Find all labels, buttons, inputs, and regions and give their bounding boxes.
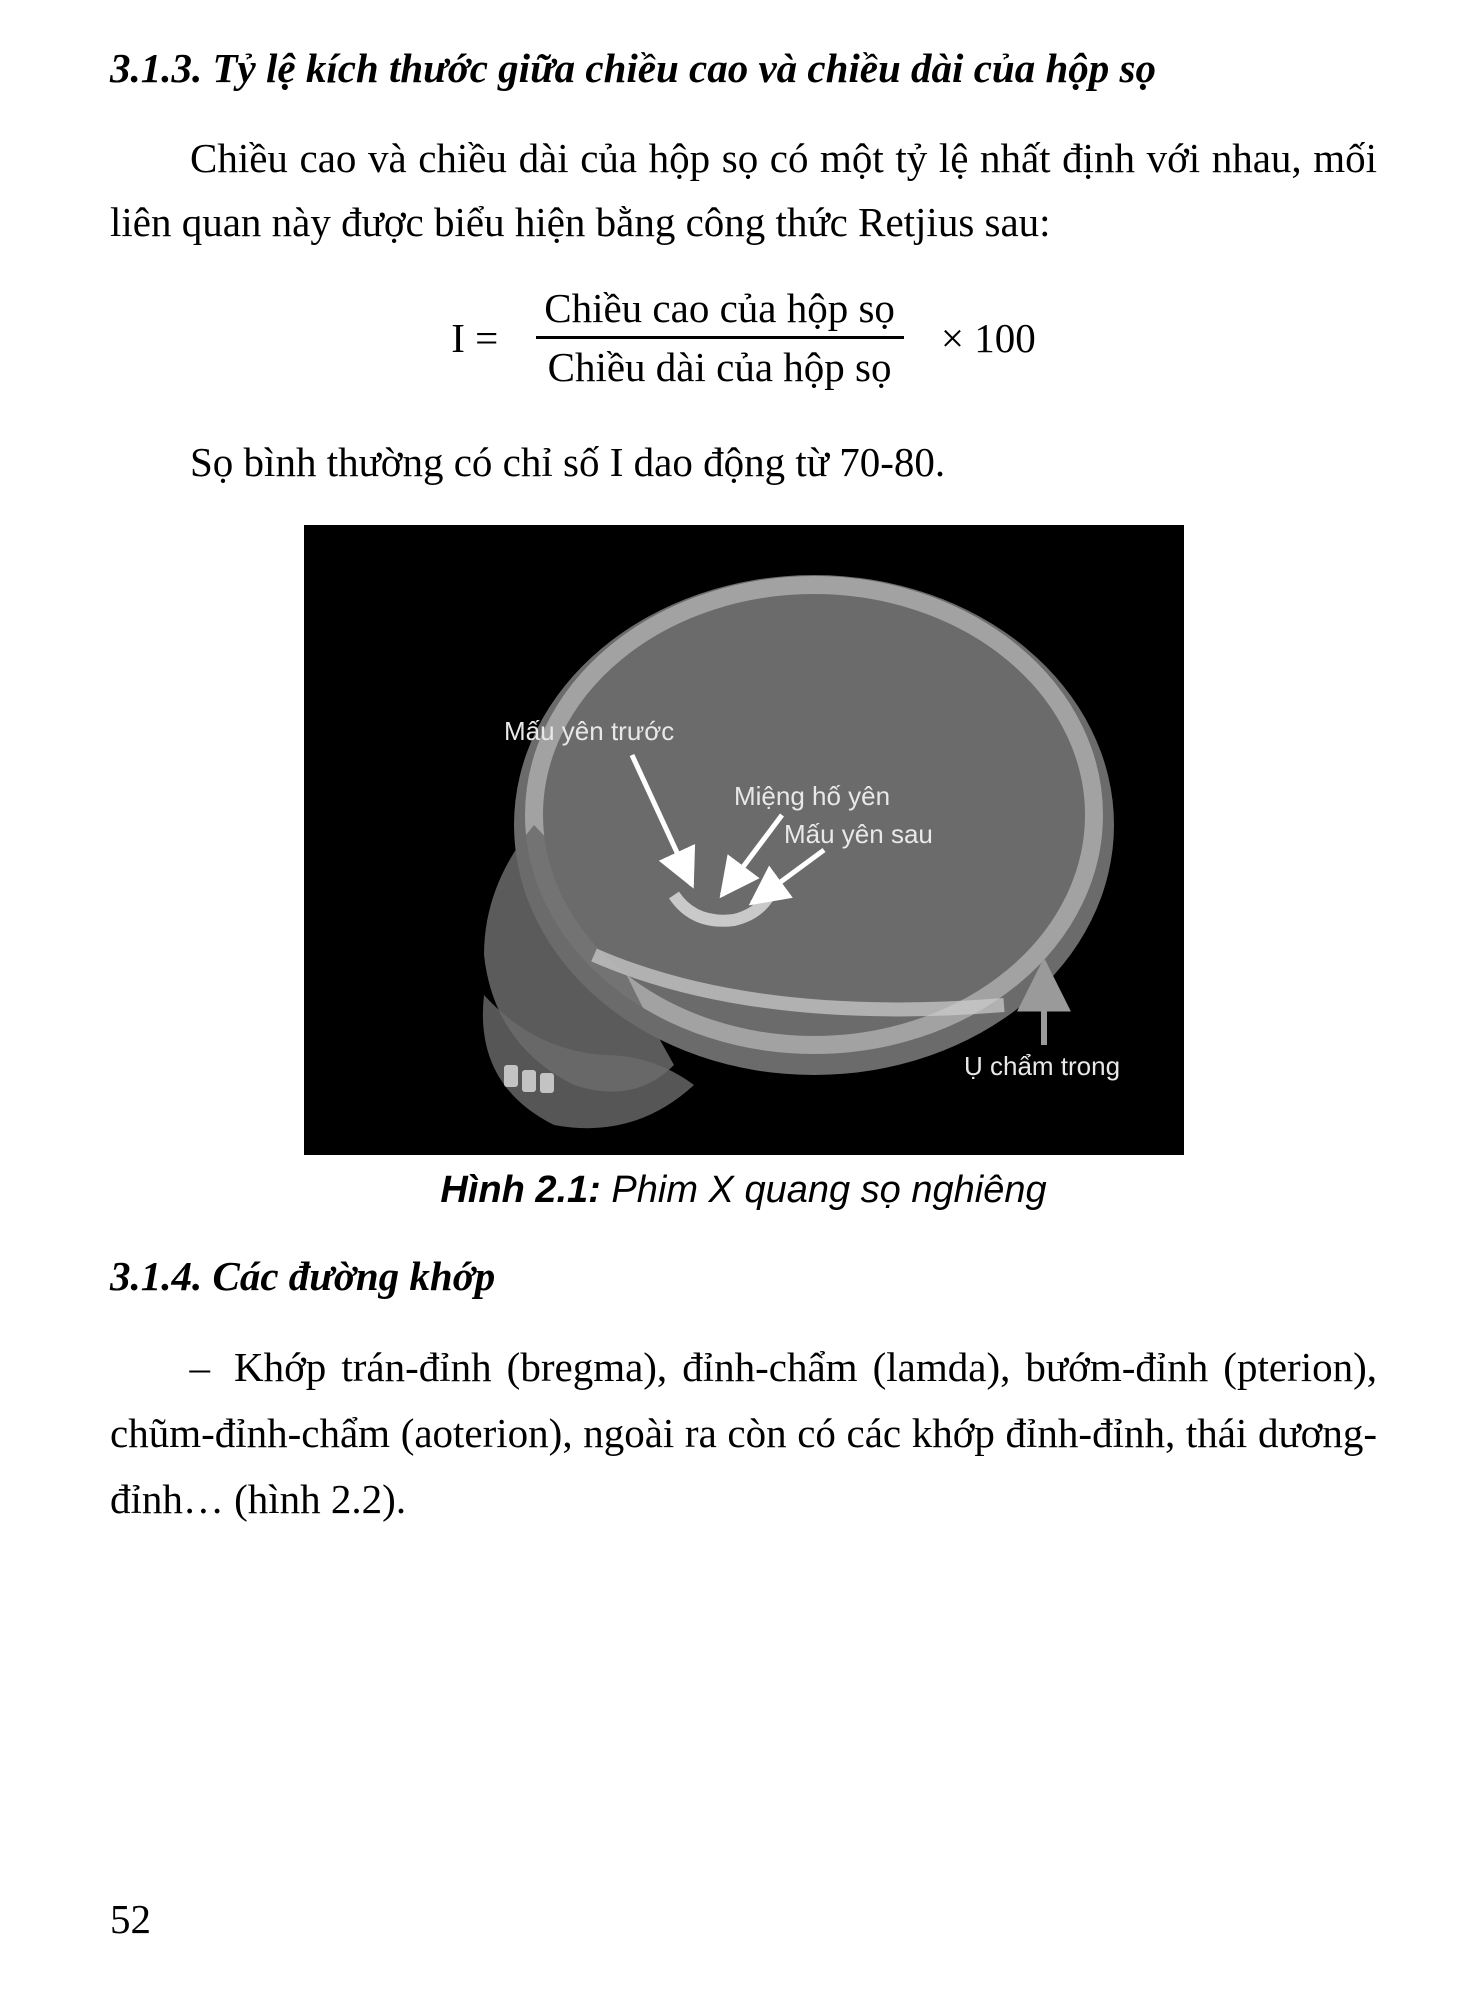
caption-text: Phim X quang sọ nghiêng	[601, 1169, 1047, 1211]
formula-retjius: I = Chiều cao của hộp sọ Chiều dài của h…	[110, 284, 1377, 391]
section-heading-313: 3.1.3. Tỷ lệ kích thước giữa chiều cao v…	[110, 40, 1377, 97]
section-314-item-1-text: Khớp trán-đỉnh (bregma), đỉnh-chẩm (lamd…	[110, 1344, 1377, 1521]
label-anterior-clinoid: Mấu yên trước	[504, 716, 674, 746]
label-internal-occipital: Ụ chẩm trong	[964, 1051, 1120, 1081]
section-314-item-1: –Khớp trán-đỉnh (bregma), đỉnh-chẩm (lam…	[110, 1335, 1377, 1532]
document-page: 3.1.3. Tỷ lệ kích thước giữa chiều cao v…	[0, 0, 1477, 1993]
list-dash-icon: –	[110, 1335, 234, 1401]
figure-2-1: Mấu yên trước Miệng hố yên Mấu yên sau Ụ…	[110, 525, 1377, 1155]
formula-fraction: Chiều cao của hộp sọ Chiều dài của hộp s…	[532, 284, 907, 391]
page-number: 52	[110, 1895, 151, 1943]
formula-denominator: Chiều dài của hộp sọ	[536, 336, 904, 391]
formula-multiplier: × 100	[941, 314, 1036, 362]
xray-skull-image: Mấu yên trước Miệng hố yên Mấu yên sau Ụ…	[304, 525, 1184, 1155]
label-sella-opening: Miệng hố yên	[734, 781, 890, 811]
figure-caption: Hình 2.1: Phim X quang sọ nghiêng	[110, 1169, 1377, 1212]
label-posterior-clinoid: Mấu yên sau	[784, 819, 933, 849]
section-heading-314: 3.1.4. Các đường khớp	[110, 1248, 1377, 1305]
section-313-paragraph-1: Chiều cao và chiều dài của hộp sọ có một…	[110, 127, 1377, 254]
formula-lhs: I =	[451, 314, 498, 362]
section-313-paragraph-2: Sọ bình thường có chỉ số I dao động từ 7…	[110, 431, 1377, 495]
caption-label: Hình 2.1:	[440, 1169, 600, 1211]
formula-numerator: Chiều cao của hộp sọ	[532, 284, 907, 336]
